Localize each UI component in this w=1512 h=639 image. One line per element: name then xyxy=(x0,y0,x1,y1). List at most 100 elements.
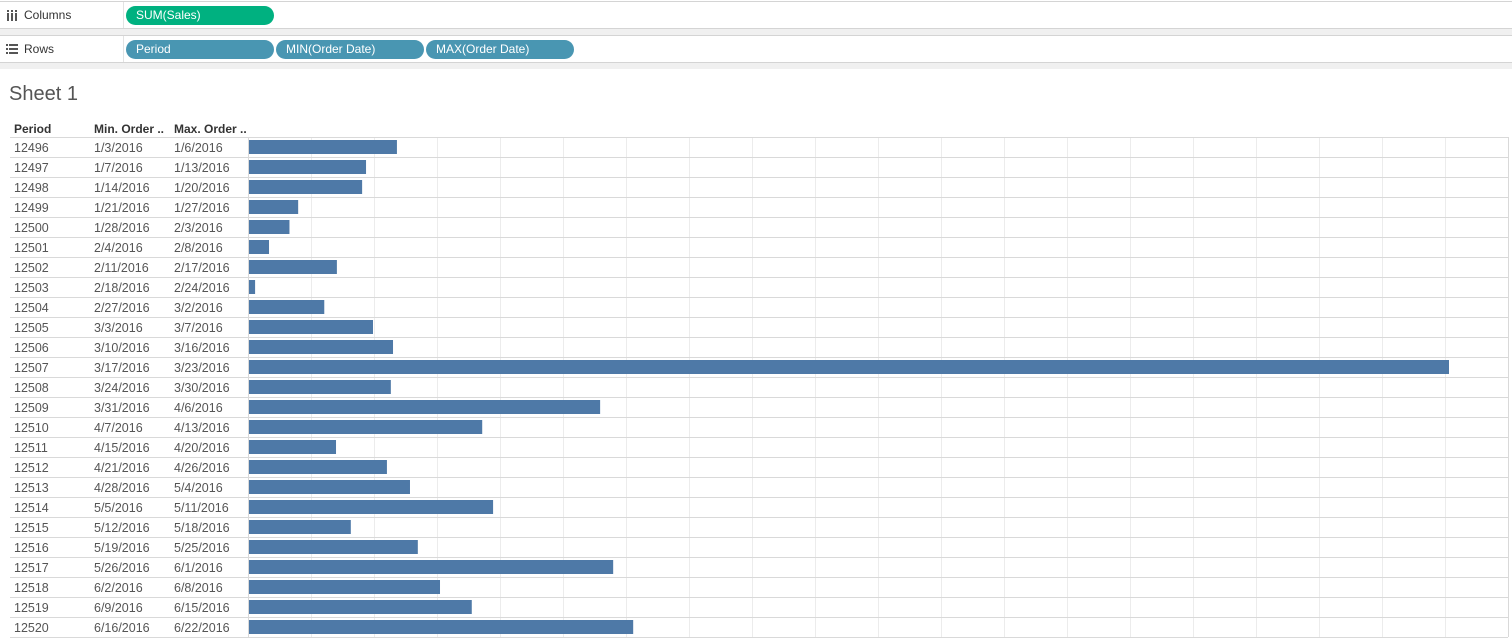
sales-bar[interactable] xyxy=(249,500,494,514)
min-date-cell: 5/12/2016 xyxy=(94,521,150,535)
min-date-cell: 2/18/2016 xyxy=(94,281,150,295)
max-date-cell: 2/8/2016 xyxy=(174,241,223,255)
period-cell: 12515 xyxy=(14,521,49,535)
period-cell: 12507 xyxy=(14,361,49,375)
period-cell: 12518 xyxy=(14,581,49,595)
sales-bar[interactable] xyxy=(249,200,299,214)
max-date-cell: 2/24/2016 xyxy=(174,281,230,295)
max-date-cell: 1/6/2016 xyxy=(174,141,223,155)
max-date-cell: 3/23/2016 xyxy=(174,361,230,375)
sales-bar[interactable] xyxy=(249,260,337,274)
sales-bar[interactable] xyxy=(249,420,483,434)
max-date-cell: 2/3/2016 xyxy=(174,221,223,235)
sales-bar[interactable] xyxy=(249,340,394,354)
max-date-cell: 1/13/2016 xyxy=(174,161,230,175)
min-date-cell: 1/21/2016 xyxy=(94,201,150,215)
columns-shelf[interactable]: Columns SUM(Sales) xyxy=(0,1,1512,29)
columns-icon xyxy=(7,10,17,21)
shelf-divider xyxy=(0,63,1512,69)
max-date-cell: 1/27/2016 xyxy=(174,201,230,215)
max-date-cell: 6/8/2016 xyxy=(174,581,223,595)
max-date-cell: 6/22/2016 xyxy=(174,621,230,635)
sales-bar[interactable] xyxy=(249,440,337,454)
sales-bar[interactable] xyxy=(249,580,441,594)
rows-shelf-label: Rows xyxy=(0,36,124,62)
min-date-cell: 4/21/2016 xyxy=(94,461,150,475)
sales-bar[interactable] xyxy=(249,520,351,534)
max-date-cell: 3/7/2016 xyxy=(174,321,223,335)
min-date-cell: 1/3/2016 xyxy=(94,141,143,155)
period-cell: 12500 xyxy=(14,221,49,235)
max-date-cell: 4/13/2016 xyxy=(174,421,230,435)
max-date-cell: 3/16/2016 xyxy=(174,341,230,355)
min-date-cell: 3/3/2016 xyxy=(94,321,143,335)
sales-bar[interactable] xyxy=(249,620,634,634)
sales-bar[interactable] xyxy=(249,240,270,254)
sales-bar[interactable] xyxy=(249,220,290,234)
sales-bar[interactable] xyxy=(249,540,418,554)
min-date-cell: 3/17/2016 xyxy=(94,361,150,375)
header-max-order-date[interactable]: Max. Order .. xyxy=(174,122,247,136)
sales-bar[interactable] xyxy=(249,380,391,394)
period-pill[interactable]: Period xyxy=(126,40,274,59)
min-order-date-pill[interactable]: MIN(Order Date) xyxy=(276,40,424,59)
period-cell: 12516 xyxy=(14,541,49,555)
sales-bar[interactable] xyxy=(249,180,363,194)
max-date-cell: 3/2/2016 xyxy=(174,301,223,315)
max-date-cell: 5/25/2016 xyxy=(174,541,230,555)
rows-shelf[interactable]: Rows Period MIN(Order Date) MAX(Order Da… xyxy=(0,35,1512,63)
rows-label-text: Rows xyxy=(24,42,55,56)
period-cell: 12503 xyxy=(14,281,49,295)
sales-bar[interactable] xyxy=(249,480,410,494)
sales-bar[interactable] xyxy=(249,140,397,154)
min-date-cell: 6/2/2016 xyxy=(94,581,143,595)
sales-bar[interactable] xyxy=(249,460,387,474)
period-cell: 12502 xyxy=(14,261,49,275)
period-cell: 12511 xyxy=(14,441,48,455)
columns-label-text: Columns xyxy=(24,8,72,22)
shelf-divider xyxy=(0,29,1512,35)
header-period[interactable]: Period xyxy=(14,122,52,136)
header-min-order-date[interactable]: Min. Order .. xyxy=(94,122,165,136)
min-date-cell: 3/10/2016 xyxy=(94,341,150,355)
period-cell: 12519 xyxy=(14,601,49,615)
max-date-cell: 4/26/2016 xyxy=(174,461,230,475)
max-date-cell: 6/1/2016 xyxy=(174,561,223,575)
sales-bar[interactable] xyxy=(249,400,601,414)
max-date-cell: 5/18/2016 xyxy=(174,521,230,535)
period-cell: 12506 xyxy=(14,341,49,355)
sales-bar[interactable] xyxy=(249,320,374,334)
sales-bar[interactable] xyxy=(249,360,1449,374)
max-date-cell: 2/17/2016 xyxy=(174,261,230,275)
max-order-date-pill[interactable]: MAX(Order Date) xyxy=(426,40,574,59)
min-date-cell: 2/27/2016 xyxy=(94,301,150,315)
period-cell: 12501 xyxy=(14,241,49,255)
sales-bar[interactable] xyxy=(249,300,325,314)
rows-icon xyxy=(6,44,18,54)
max-date-cell: 6/15/2016 xyxy=(174,601,230,615)
min-date-cell: 2/4/2016 xyxy=(94,241,143,255)
sales-bar[interactable] xyxy=(249,600,472,614)
period-cell: 12513 xyxy=(14,481,49,495)
sales-bar[interactable] xyxy=(249,280,256,294)
period-cell: 12496 xyxy=(14,141,49,155)
period-cell: 12497 xyxy=(14,161,49,175)
min-date-cell: 1/28/2016 xyxy=(94,221,150,235)
min-date-cell: 4/15/2016 xyxy=(94,441,150,455)
min-date-cell: 6/16/2016 xyxy=(94,621,150,635)
period-cell: 12505 xyxy=(14,321,49,335)
min-date-cell: 4/28/2016 xyxy=(94,481,150,495)
min-date-cell: 1/7/2016 xyxy=(94,161,143,175)
sales-bar[interactable] xyxy=(249,560,614,574)
max-date-cell: 4/6/2016 xyxy=(174,401,223,415)
sum-sales-pill[interactable]: SUM(Sales) xyxy=(126,6,274,25)
sales-bar[interactable] xyxy=(249,160,367,174)
min-date-cell: 2/11/2016 xyxy=(94,261,149,275)
period-cell: 12517 xyxy=(14,561,49,575)
period-cell: 12508 xyxy=(14,381,49,395)
columns-shelf-label: Columns xyxy=(0,2,124,28)
period-cell: 12499 xyxy=(14,201,49,215)
period-cell: 12509 xyxy=(14,401,49,415)
max-date-cell: 1/20/2016 xyxy=(174,181,230,195)
